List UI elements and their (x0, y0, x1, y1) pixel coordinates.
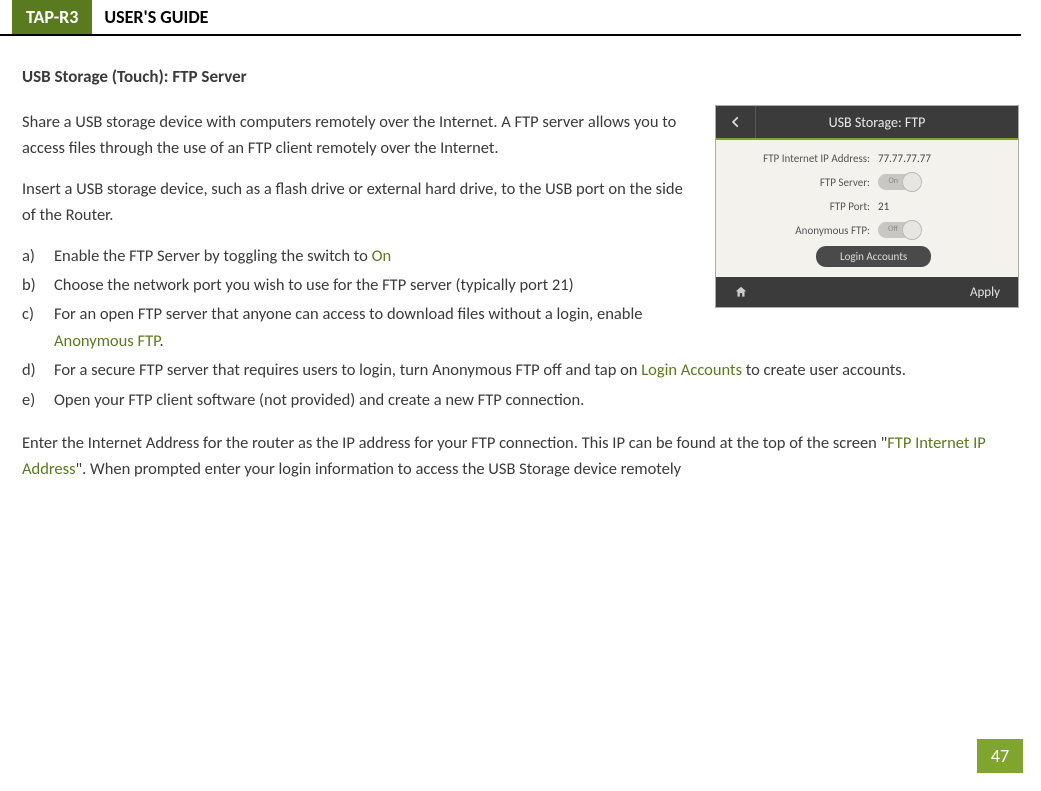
back-icon[interactable] (716, 106, 756, 138)
ip-value: 77.77.77.77 (876, 152, 1008, 165)
paragraph-1: Share a USB storage device with computer… (22, 109, 722, 162)
step-text: For a secure FTP server that requires us… (54, 357, 1019, 384)
row-ip: FTP Internet IP Address: 77.77.77.77 (726, 146, 1008, 170)
step-letter: c) (22, 301, 54, 355)
anon-toggle[interactable]: Off (876, 222, 1008, 238)
step-d: d) For a secure FTP server that requires… (22, 357, 1019, 384)
paragraph-3: Enter the Internet Address for the route… (22, 430, 1019, 483)
step-c-post: . (160, 331, 164, 351)
row-port: FTP Port: 21 (726, 194, 1008, 218)
product-tag: TAP-R3 (12, 0, 92, 34)
step-text: Choose the network port you wish to use … (54, 272, 697, 299)
page-content: USB Storage (Touch): FTP Server USB Stor… (0, 36, 1041, 483)
step-d-pre: For a secure FTP server that requires us… (54, 360, 641, 380)
step-text: Open your FTP client software (not provi… (54, 387, 1019, 414)
ip-label: FTP Internet IP Address: (726, 152, 876, 165)
step-d-highlight: Login Accounts (641, 360, 742, 380)
step-b: b) Choose the network port you wish to u… (22, 272, 697, 299)
screenshot-titlebar: USB Storage: FTP (716, 106, 1018, 140)
step-a-highlight: On (372, 246, 392, 266)
para3-t1: Enter the Internet Address for the route… (22, 433, 887, 453)
step-d-post: to create user accounts. (742, 360, 906, 380)
para3-t2: ". When prompted enter your login inform… (76, 459, 682, 479)
step-c-highlight: Anonymous FTP (54, 331, 160, 351)
row-anon: Anonymous FTP: Off (726, 218, 1008, 242)
server-toggle[interactable]: On (876, 174, 1008, 190)
step-c-pre: For an open FTP server that anyone can a… (54, 304, 642, 324)
section-title: USB Storage (Touch): FTP Server (22, 66, 1019, 87)
header-spacer (0, 0, 12, 34)
step-letter: d) (22, 357, 54, 384)
login-accounts-button[interactable]: Login Accounts (816, 246, 931, 267)
step-e: e) Open your FTP client software (not pr… (22, 387, 1019, 414)
port-label: FTP Port: (726, 200, 876, 213)
step-letter: e) (22, 387, 54, 414)
screenshot-footer: Apply (716, 277, 1018, 307)
server-label: FTP Server: (726, 176, 876, 189)
row-server: FTP Server: On (726, 170, 1008, 194)
device-screenshot: USB Storage: FTP FTP Internet IP Address… (715, 105, 1019, 308)
screenshot-title: USB Storage: FTP (756, 114, 1018, 131)
step-letter: a) (22, 243, 54, 270)
page-header: TAP-R3 USER'S GUIDE (0, 0, 1021, 36)
page-number: 47 (977, 739, 1023, 773)
step-a: a) Enable the FTP Server by toggling the… (22, 243, 697, 270)
step-c: c) For an open FTP server that anyone ca… (22, 301, 697, 355)
step-letter: b) (22, 272, 54, 299)
step-text: Enable the FTP Server by toggling the sw… (54, 243, 697, 270)
anon-label: Anonymous FTP: (726, 224, 876, 237)
step-text: For an open FTP server that anyone can a… (54, 301, 697, 355)
apply-button[interactable]: Apply (766, 285, 1018, 300)
home-icon[interactable] (716, 285, 766, 299)
port-value[interactable]: 21 (876, 200, 1008, 213)
screenshot-body: FTP Internet IP Address: 77.77.77.77 FTP… (716, 140, 1018, 277)
doc-title: USER'S GUIDE (92, 0, 220, 34)
step-a-pre: Enable the FTP Server by toggling the sw… (54, 246, 372, 266)
paragraph-2: Insert a USB storage device, such as a f… (22, 176, 722, 229)
